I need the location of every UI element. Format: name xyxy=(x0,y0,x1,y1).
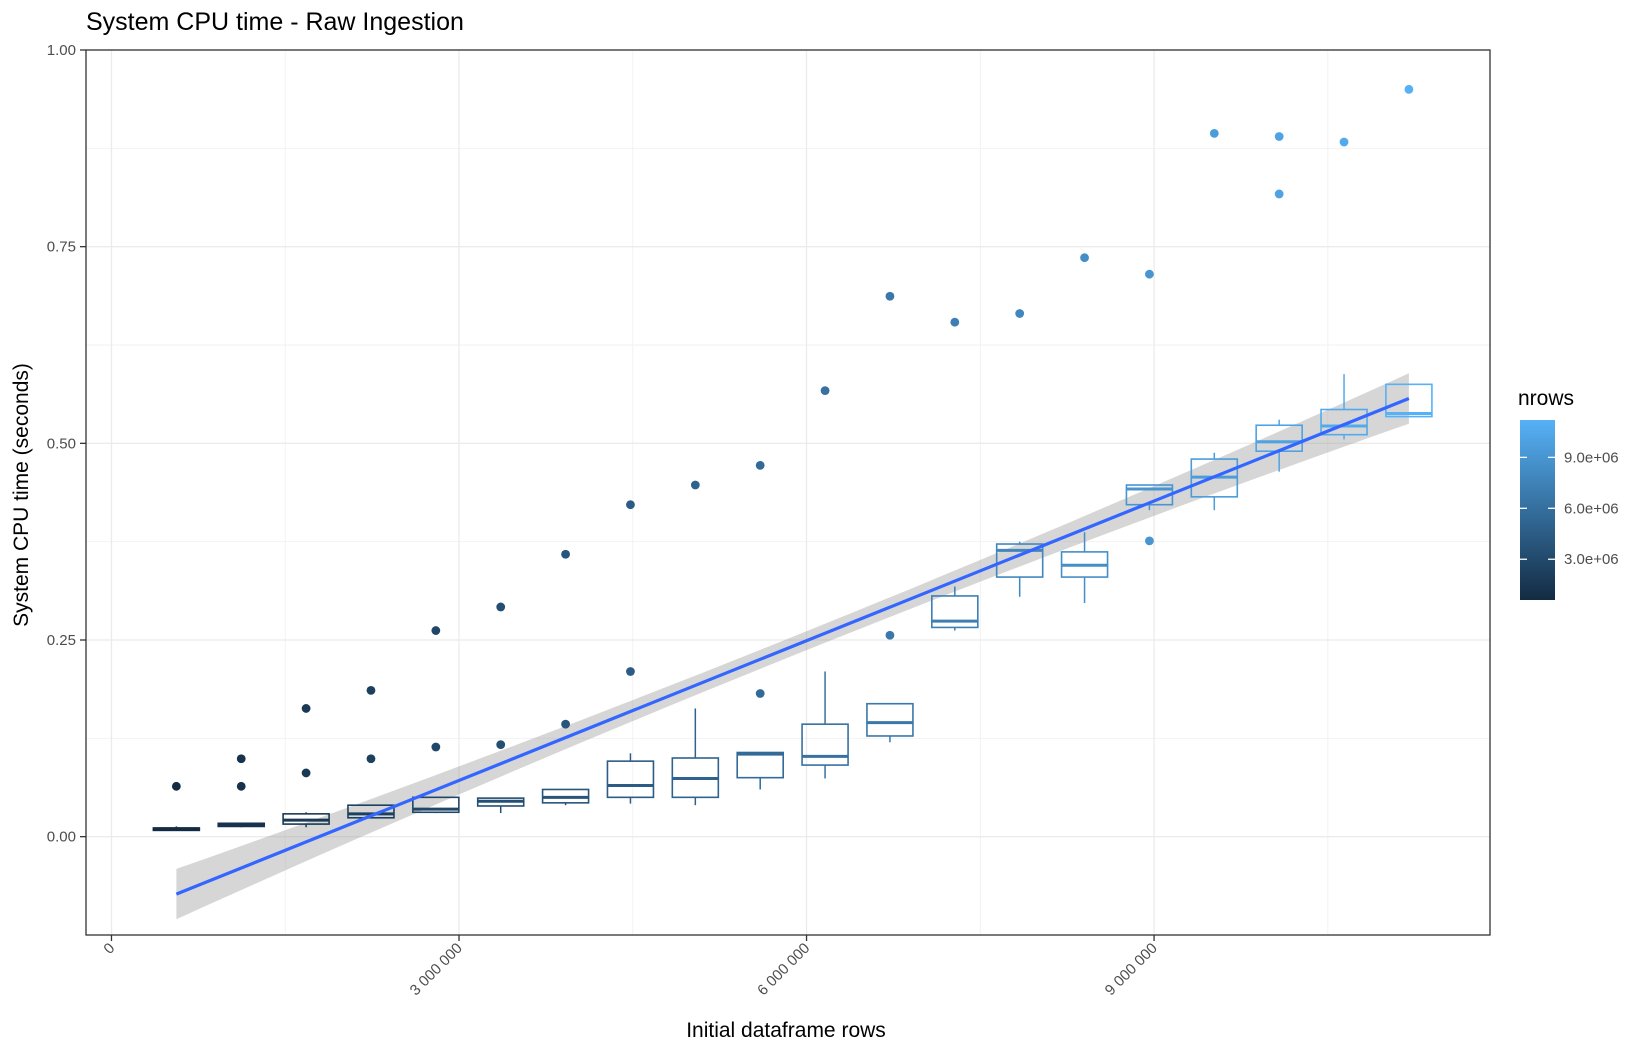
outlier-point xyxy=(1080,253,1089,263)
outlier-point xyxy=(755,689,765,698)
plot-border xyxy=(85,49,1491,936)
x-tick-label: 0 xyxy=(100,940,118,958)
y-tick-label: 0.75 xyxy=(47,239,76,256)
box-body xyxy=(347,804,395,819)
boxplot-1 xyxy=(152,781,201,832)
legend-colorbar xyxy=(1520,420,1555,600)
legend-ticks: 3.0e+06 6.0e+06 9.0e+06 xyxy=(1520,449,1619,568)
outlier-point xyxy=(820,386,830,396)
outlier-point xyxy=(496,740,506,750)
plot-panel xyxy=(86,50,1490,935)
boxplot-20 xyxy=(1385,84,1433,418)
outlier-point xyxy=(366,685,376,695)
boxplot-3 xyxy=(282,704,330,828)
outlier-point xyxy=(690,480,700,490)
boxplot-13 xyxy=(931,317,979,631)
outlier-point xyxy=(431,626,441,635)
outlier-point xyxy=(885,630,895,640)
box-body xyxy=(931,595,979,629)
x-axis-title: Initial dataframe rows xyxy=(686,1019,886,1042)
boxplot-10 xyxy=(736,460,784,790)
outlier-point xyxy=(1209,128,1219,138)
box-body xyxy=(995,543,1044,578)
outlier-point xyxy=(626,500,635,510)
box-body xyxy=(1385,383,1433,418)
boxplot-11 xyxy=(801,386,849,779)
outlier-point xyxy=(1404,84,1414,94)
outlier-point xyxy=(366,754,376,764)
y-tick-label: 0.00 xyxy=(47,829,76,846)
legend-title: nrows xyxy=(1518,387,1574,410)
outlier-point xyxy=(1145,536,1154,546)
outlier-point xyxy=(431,742,441,752)
trend-line xyxy=(175,397,1410,896)
box-body xyxy=(606,760,655,799)
y-axis-title: System CPU time (seconds) xyxy=(10,363,33,627)
outlier-point xyxy=(496,602,506,612)
boxplot-8 xyxy=(606,500,655,804)
y-tick-label: 0.50 xyxy=(47,435,76,452)
outlier-point xyxy=(1274,189,1284,199)
legend-tick-label: 6.0e+06 xyxy=(1564,500,1619,517)
y-tick-label: 0.25 xyxy=(47,632,76,649)
boxplots xyxy=(152,84,1433,832)
trend-line-layer xyxy=(175,397,1410,896)
outlier-point xyxy=(236,781,246,791)
x-tick-label: 3 000 000 xyxy=(407,940,466,999)
x-tick-label: 6 000 000 xyxy=(754,940,813,999)
box-body xyxy=(1320,408,1368,436)
chart-title: System CPU time - Raw Ingestion xyxy=(86,8,464,36)
legend-tick-label: 3.0e+06 xyxy=(1564,551,1619,568)
outlier-point xyxy=(561,549,570,559)
boxplot-12 xyxy=(866,291,914,743)
boxplot-15 xyxy=(1060,253,1109,604)
outlier-point xyxy=(626,667,635,676)
boxplot-7 xyxy=(541,549,590,806)
outlier-point xyxy=(1274,132,1284,141)
outlier-point xyxy=(1015,309,1025,318)
box-body xyxy=(412,796,460,814)
outlier-point xyxy=(301,768,311,778)
outlier-point xyxy=(561,719,570,729)
y-tick-label: 1.00 xyxy=(47,42,76,59)
boxplot-4 xyxy=(347,685,395,819)
boxplot-2 xyxy=(217,754,266,828)
outlier-point xyxy=(301,704,311,713)
outlier-point xyxy=(171,781,181,791)
outlier-point xyxy=(885,291,895,301)
legend: nrows 3.0e+06 6.0e+06 9.0e+06 xyxy=(1518,387,1619,600)
box-body xyxy=(866,702,914,737)
box-body xyxy=(736,751,784,779)
legend-tick-label: 9.0e+06 xyxy=(1564,449,1619,466)
boxplot-5 xyxy=(412,626,460,814)
box-body xyxy=(801,723,849,766)
outlier-point xyxy=(755,460,765,470)
outlier-point xyxy=(950,317,960,327)
outlier-point xyxy=(1145,269,1154,279)
outlier-point xyxy=(236,754,246,764)
boxplot-9 xyxy=(671,480,720,806)
outlier-point xyxy=(1339,137,1349,147)
x-tick-label: 9 000 000 xyxy=(1102,940,1161,999)
boxplot-6 xyxy=(476,602,525,814)
